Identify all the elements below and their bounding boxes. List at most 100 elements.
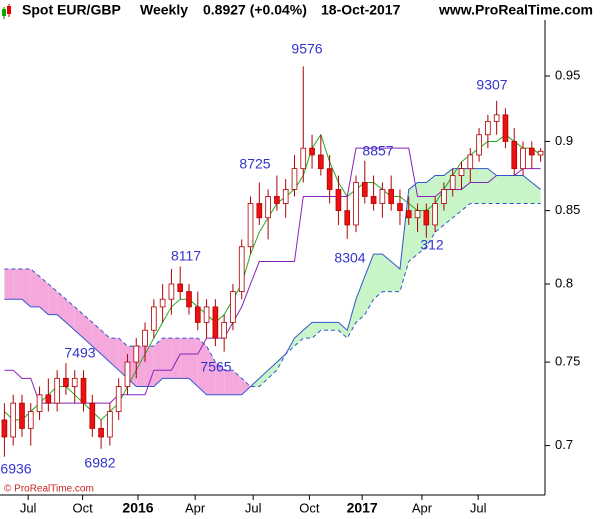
cloud-fill [364,254,374,315]
candle-body [274,196,280,204]
cloud-fill [83,314,93,347]
date: 18-Oct-2017 [321,2,401,18]
candle-body [265,196,271,219]
cloud-fill [4,268,14,300]
cloud-fill [329,322,339,331]
cloud-fill [312,322,321,339]
x-tick-label: Oct [299,500,320,515]
candle-body [19,402,25,429]
cloud-fill [259,370,269,387]
candle-body [71,377,78,387]
candle-body [27,411,34,429]
candle-body [142,329,148,347]
candle-body [485,121,491,136]
cloud-fill [268,362,277,379]
cloud-fill [180,338,189,379]
candle-body [89,402,96,429]
cloud-fill [232,370,242,395]
cloud-fill [57,291,66,323]
logo-icon [2,4,11,19]
last-price: 0.8927 (+0.04%) [203,2,307,18]
candle-body [80,377,87,404]
candle-body [133,345,140,363]
candle-body [528,147,535,156]
x-tick-label: Jul [245,500,262,515]
cloud-fill [303,322,313,339]
cloud-fill [197,338,207,395]
candle-body [124,361,131,387]
candle-body [256,203,263,219]
candle-body [115,386,122,412]
cloud-fill [224,370,233,395]
cloud-fill [417,182,427,255]
y-tick-label: 0.8 [555,275,573,290]
candle-body [203,306,210,323]
cloud-fill [101,330,110,363]
price-annotation: 8117 [171,248,201,264]
candle-body [36,394,43,412]
site: www.ProRealTime.com [438,2,593,18]
cloud-fill [30,268,40,307]
price-annotation: 8857 [362,143,393,159]
candle-body [379,189,386,204]
candle-body [405,210,412,219]
price-annotation: 6982 [84,455,115,471]
title: Spot EUR/GBP [22,2,121,18]
candle-body [282,189,289,204]
candle-body [414,210,421,219]
cloud-fill [188,338,198,387]
candle-body [186,291,192,308]
candle-body [194,306,201,323]
cloud-fill [408,182,418,262]
candle-body [98,428,104,438]
cloud-fill [514,175,524,204]
cloud-fill [294,330,304,347]
x-tick-label: Jul [20,500,37,515]
candle-body [212,306,219,339]
candle-body [493,114,500,122]
candle-body [335,189,342,212]
cloud-fill [241,378,251,395]
y-tick-label: 0.95 [555,67,580,82]
candle-body [449,175,456,190]
price-annotation: 7493 [64,345,95,361]
candle-body [388,189,394,204]
cloud-fill [39,276,49,315]
cloud-fill [391,261,400,292]
price-annotation: 8725 [239,156,270,172]
cloud-fill [426,175,436,247]
candle-body [397,203,403,212]
candle-body [476,134,482,156]
candle-body [326,168,333,190]
cloud-fill [461,168,471,211]
candle-body [520,147,526,170]
price-annotation: 7565 [200,359,231,375]
candle-body [361,182,368,197]
candle-body [300,147,307,170]
cloud-fill [496,175,506,204]
y-tick-label: 0.7 [555,437,573,452]
candle-body [107,411,113,438]
cloud-fill [505,175,515,204]
cloud-fill [13,268,22,300]
cloud-fill [470,168,480,204]
cloud-fill [347,299,357,339]
candle-body [221,322,227,339]
candle-body [45,394,52,404]
candle-body [159,298,166,308]
candle-body [511,141,518,170]
candle-body [537,150,544,156]
cloud-fill [479,168,488,204]
candle-body [353,182,359,226]
cloud-fill [373,254,383,300]
candle-body [344,210,351,226]
price-annotation: 8304 [334,250,365,266]
candle-body [54,377,60,404]
indicator-line [4,168,541,396]
candle-body [168,283,175,300]
cloud-fill [109,338,119,371]
price-annotation: 9307 [476,77,507,93]
candle-body [423,210,430,226]
x-tick-label: Apr [185,500,206,515]
